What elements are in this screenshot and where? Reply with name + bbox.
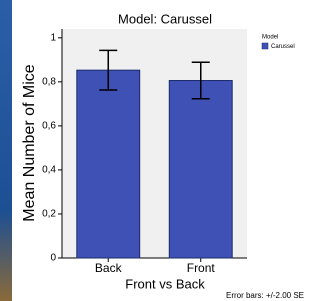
x-tick-label: Front <box>187 261 216 275</box>
legend-label: Carussel <box>271 44 295 50</box>
bar <box>77 70 140 258</box>
y-tick-label: 0 <box>50 253 56 264</box>
x-axis-label: Front vs Back <box>125 276 205 291</box>
y-axis-label: Mean Number of Mice <box>21 64 38 221</box>
y-tick-label: 0,8 <box>42 76 56 87</box>
y-tick-label: 0,6 <box>42 121 56 132</box>
y-tick-label: 0,4 <box>42 165 56 176</box>
footnote: Error bars: +/-2.00 SE <box>226 291 304 300</box>
x-tick-label: Back <box>95 261 123 275</box>
legend-title: Model <box>262 35 278 41</box>
y-tick-label: 1 <box>50 32 56 43</box>
chart-title: Model: Carussel <box>118 11 212 26</box>
legend-swatch <box>262 43 268 49</box>
bar <box>169 81 232 258</box>
chart: Model: Carussel Front vs Back Mean Numbe… <box>0 0 321 301</box>
y-tick-label: 0,2 <box>42 209 56 220</box>
